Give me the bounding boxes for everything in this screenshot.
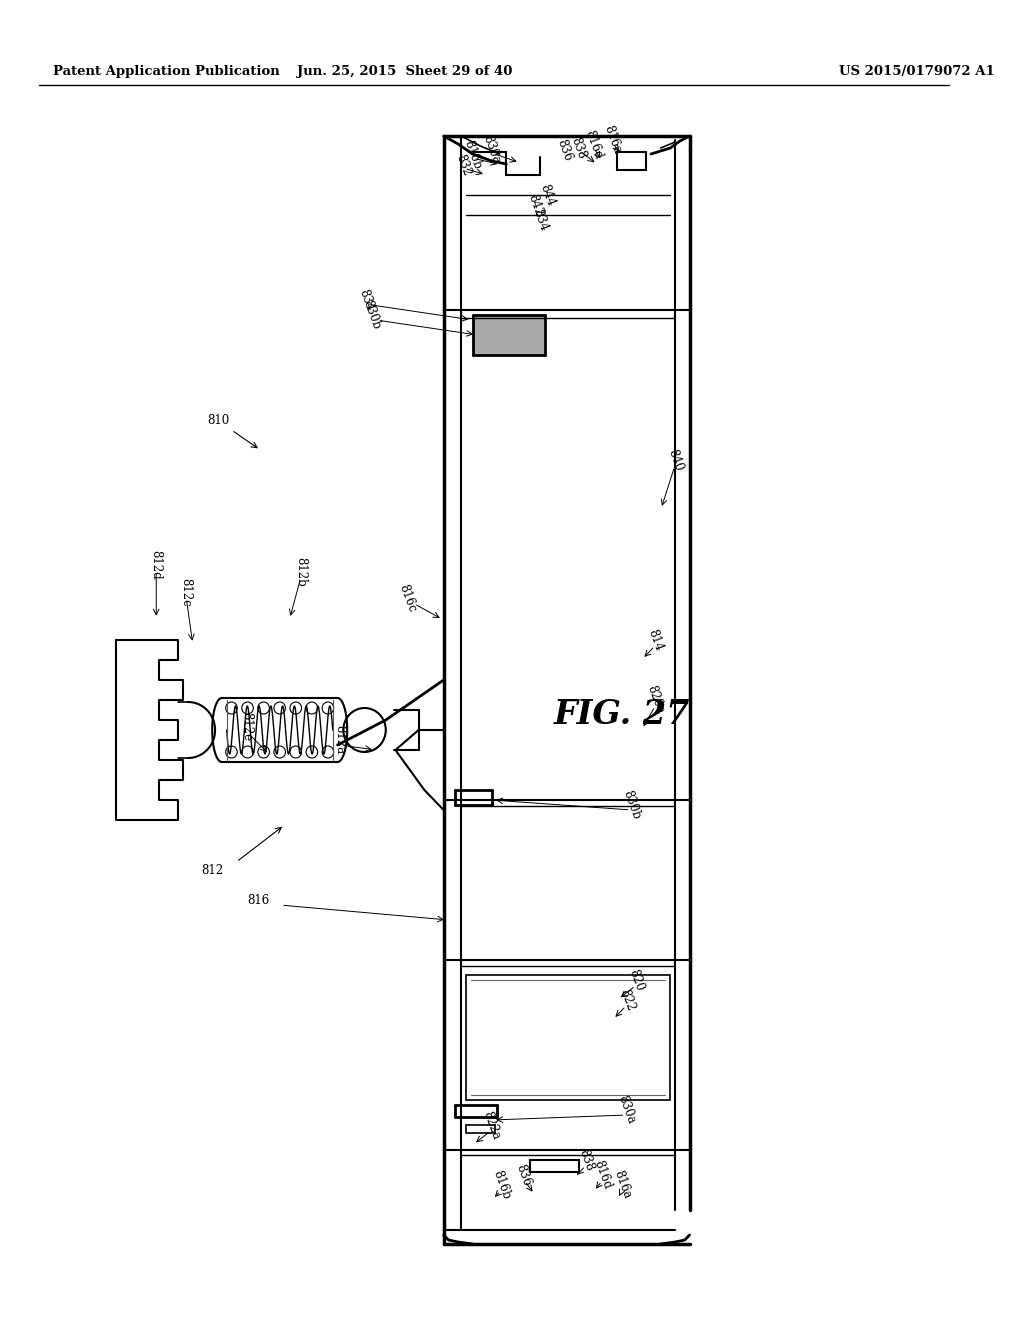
Text: Jun. 25, 2015  Sheet 29 of 40: Jun. 25, 2015 Sheet 29 of 40 — [297, 66, 513, 78]
Text: 816: 816 — [248, 894, 269, 907]
Text: FIG. 27: FIG. 27 — [554, 698, 690, 731]
Text: 812: 812 — [201, 863, 223, 876]
Text: 822: 822 — [617, 987, 637, 1012]
Text: 816d: 816d — [592, 1159, 614, 1191]
Text: 834: 834 — [530, 207, 550, 232]
Text: 844: 844 — [538, 182, 558, 207]
Text: 816a: 816a — [611, 1170, 633, 1201]
Text: 838: 838 — [568, 136, 589, 161]
Text: Patent Application Publication: Patent Application Publication — [53, 66, 280, 78]
Text: 816a: 816a — [601, 124, 624, 156]
Text: 820: 820 — [627, 968, 646, 993]
Text: 830b: 830b — [360, 298, 383, 331]
Text: 830a: 830a — [480, 133, 503, 166]
Text: 820a: 820a — [645, 684, 667, 715]
Text: 836: 836 — [514, 1163, 534, 1188]
Text: 832: 832 — [453, 152, 473, 178]
Text: 812a: 812a — [333, 726, 346, 755]
Text: 836: 836 — [554, 137, 574, 162]
Text: 842: 842 — [525, 193, 545, 218]
Text: 816b: 816b — [462, 139, 483, 172]
Text: 816b: 816b — [490, 1168, 513, 1201]
Text: 822a: 822a — [481, 1109, 503, 1140]
Text: 814: 814 — [646, 627, 666, 652]
Text: 812e: 812e — [241, 713, 253, 742]
Text: 812c: 812c — [179, 578, 193, 606]
Text: 812b: 812b — [295, 557, 307, 587]
Text: 812d: 812d — [150, 550, 163, 579]
Text: 816c: 816c — [397, 582, 419, 614]
Text: 830a: 830a — [615, 1094, 638, 1126]
Text: US 2015/0179072 A1: US 2015/0179072 A1 — [839, 66, 995, 78]
Text: 840: 840 — [666, 447, 685, 473]
Bar — [473, 315, 545, 355]
Text: 816d: 816d — [582, 129, 604, 161]
Text: 810: 810 — [207, 413, 229, 426]
Text: 834: 834 — [356, 288, 377, 313]
Text: 838: 838 — [577, 1147, 596, 1172]
Text: 830b: 830b — [621, 788, 643, 821]
